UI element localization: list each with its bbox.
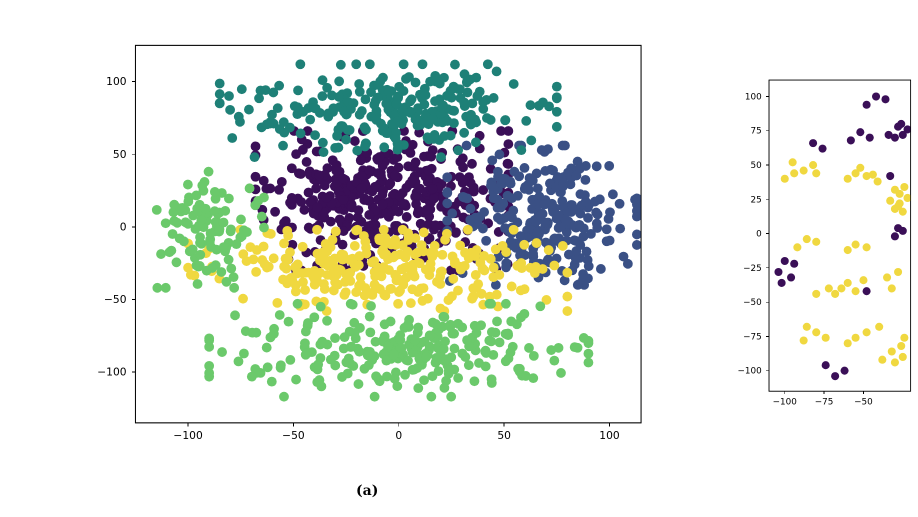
y-tick-label: 0 [756, 230, 762, 240]
y-tick-label: 50 [113, 148, 127, 161]
y-tick-label: 0 [120, 220, 127, 233]
x-tick-label: −75 [815, 397, 834, 407]
x-tick-label: −100 [773, 397, 798, 407]
x-tick-label: −50 [282, 429, 305, 442]
y-tick-label: −100 [738, 367, 763, 377]
figure-stage: −100 −50 0 50 100 −100 −50 0 50 100 (a) −100 −75 −5… [0, 0, 918, 517]
y-tick-label: 75 [750, 127, 761, 137]
y-tick-label: 100 [745, 92, 762, 102]
y-tick-label: 25 [750, 195, 761, 205]
x-tick-label: −100 [173, 429, 203, 442]
y-tick-label: 50 [750, 161, 762, 171]
x-tick-label: 50 [497, 429, 511, 442]
panel-a-caption: (a) [356, 483, 376, 499]
y-tick-label: −25 [743, 264, 762, 274]
scatter-panel-b: −100 −75 −50 −100 −75 −50 −25 0 25 50 75 100 [725, 31, 918, 455]
y-tick-label: −75 [743, 332, 762, 342]
x-tick-label: −50 [854, 397, 873, 407]
y-tick-label: −50 [743, 298, 762, 308]
x-tick-label: 100 [599, 429, 620, 442]
plot-frame [769, 80, 911, 391]
y-tick-label: −50 [104, 293, 127, 306]
y-tick-label: −100 [97, 366, 127, 379]
y-tick-label: 100 [106, 75, 127, 88]
x-tick-label: 0 [395, 429, 402, 442]
scatter-panel-a: −100 −50 0 50 100 −100 −50 0 50 100 [82, 31, 650, 455]
